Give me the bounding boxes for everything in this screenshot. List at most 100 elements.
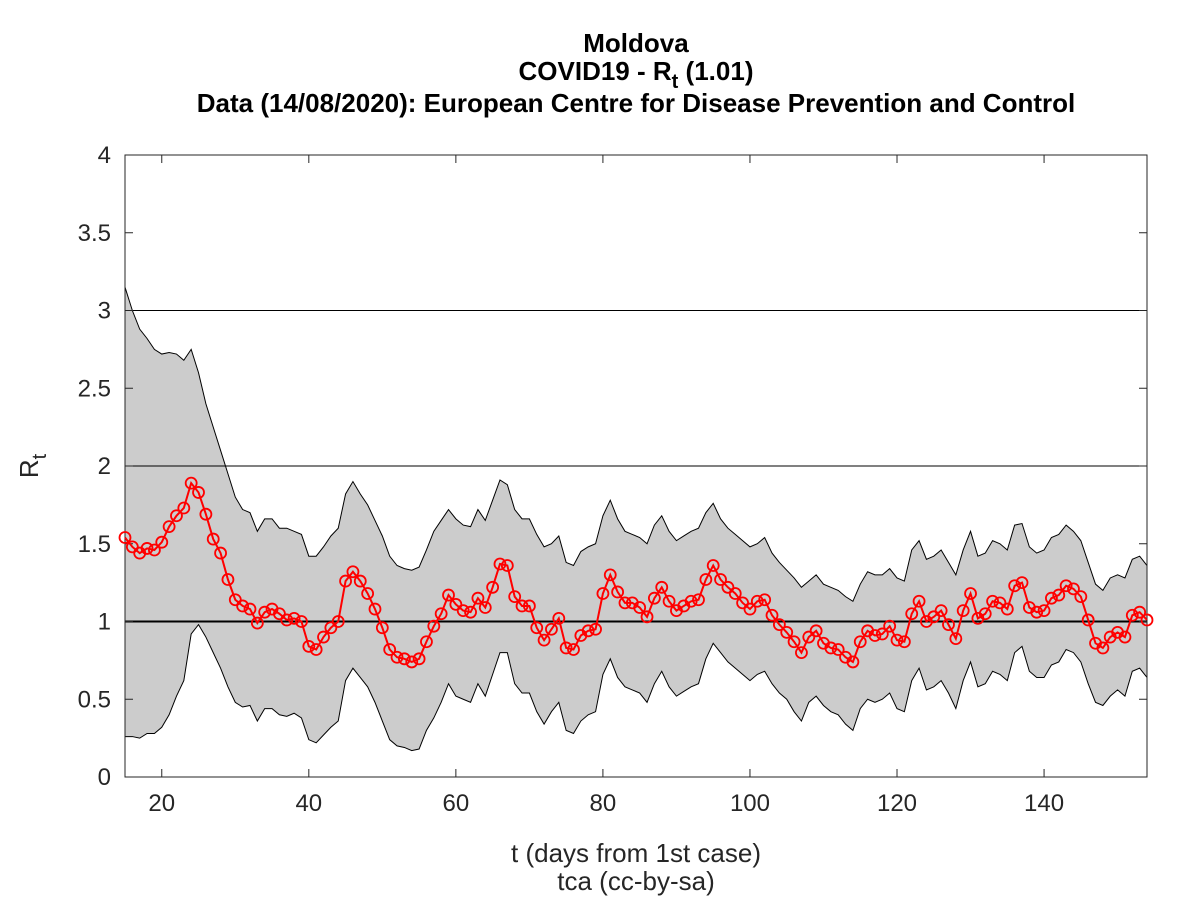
rt-data-point — [368, 602, 382, 616]
rt-data-point — [515, 599, 529, 613]
rt-data-point — [787, 635, 801, 649]
rt-data-point — [802, 630, 816, 644]
rt-data-point — [508, 590, 522, 604]
rt-data-point — [780, 625, 794, 639]
rt-data-point — [427, 619, 441, 633]
rt-data-point — [934, 604, 948, 618]
rt-data-point — [1030, 605, 1044, 619]
plot-area: 0 0.5 1 1.5 2 2.5 3 3.5 4 20 40 60 80 100 120 140 — [78, 142, 1154, 817]
rt-data-point — [1000, 602, 1014, 616]
rt-data-point — [236, 599, 250, 613]
rt-data-point — [221, 573, 235, 586]
rt-data-point — [684, 594, 698, 608]
rt-data-point — [633, 601, 647, 614]
rt-data-point — [655, 580, 669, 594]
chart-subtitle: COVID19 - Rt (1.01) — [519, 56, 754, 93]
y-tick-label: 0.5 — [78, 686, 111, 713]
rt-data-point — [795, 646, 808, 659]
rt-data-point — [883, 619, 897, 633]
rt-data-point — [1140, 613, 1154, 627]
rt-data-point — [905, 607, 919, 621]
x-tick-label: 60 — [443, 790, 470, 817]
rt-data-point — [302, 639, 316, 653]
credit-label: tca (cc-by-sa) — [557, 866, 714, 896]
rt-data-point — [295, 615, 308, 628]
rt-data-point — [361, 587, 375, 600]
rt-series-line — [124, 480, 1148, 664]
rt-data-point — [184, 476, 198, 490]
y-tick-label: 0 — [98, 764, 111, 791]
rt-data-point — [118, 531, 132, 544]
x-tick-label: 40 — [295, 790, 322, 817]
y-axis-label: Rt — [14, 453, 51, 478]
rt-data-point — [1045, 591, 1058, 605]
rt-data-point — [728, 587, 742, 600]
rt-data-point — [405, 655, 419, 669]
rt-data-point — [1015, 576, 1029, 590]
rt-data-point — [949, 632, 963, 646]
rt-data-point — [824, 641, 838, 655]
rt-data-point — [486, 580, 500, 594]
rt-data-point — [875, 627, 889, 641]
rt-data-point — [530, 621, 544, 635]
rt-data-point — [250, 616, 264, 630]
rt-data-point — [434, 607, 448, 621]
rt-data-point — [942, 618, 955, 632]
rt-data-point — [192, 486, 205, 499]
rt-data-point — [890, 633, 904, 647]
rt-data-point — [464, 605, 477, 619]
rt-data-point — [471, 591, 485, 605]
y-tick-label: 3.5 — [78, 220, 111, 247]
rt-data-point — [1118, 630, 1132, 644]
rt-data-point — [1037, 604, 1051, 618]
rt-data-point — [986, 594, 999, 608]
rt-data-point — [956, 604, 970, 618]
rt-data-point — [500, 559, 514, 572]
rt-data-point — [258, 605, 272, 619]
rt-data-point — [567, 643, 580, 656]
y-tick-label: 3 — [98, 298, 111, 325]
rt-data-point — [912, 594, 926, 608]
subtitle-subscript: t — [672, 71, 679, 93]
rt-data-point — [1059, 579, 1073, 593]
rt-data-point — [978, 607, 992, 621]
rt-data-point — [309, 643, 323, 656]
x-tick-label: 120 — [877, 790, 917, 817]
y-axis-label-subscript: t — [29, 453, 51, 459]
rt-data-point — [412, 652, 426, 666]
rt-data-point — [375, 621, 389, 635]
rt-data-point — [640, 610, 654, 624]
rt-data-point — [765, 608, 779, 622]
rt-data-point — [397, 652, 411, 666]
rt-data-point — [162, 520, 176, 534]
rt-data-point — [853, 635, 867, 649]
rt-data-point — [317, 630, 330, 644]
rt-data-point — [721, 580, 735, 594]
chart-source: Data (14/08/2020): European Centre for D… — [197, 88, 1075, 118]
rt-data-point — [545, 622, 558, 636]
subtitle-suffix: (1.01) — [678, 56, 753, 86]
x-tick-label: 20 — [148, 790, 175, 817]
y-tick-label: 2 — [98, 453, 111, 480]
rt-data-point — [736, 596, 750, 610]
rt-data-point — [809, 624, 823, 638]
chart-title: Moldova — [583, 28, 689, 58]
rt-data-point — [442, 588, 455, 602]
band-lower-edge — [125, 623, 1148, 752]
rt-data-point — [155, 535, 169, 549]
rt-data-point — [125, 540, 139, 554]
rt-data-point — [706, 559, 720, 572]
rt-data-point — [1125, 608, 1139, 622]
rt-data-point — [243, 602, 257, 616]
rt-data-point — [456, 604, 470, 618]
rt-data-point — [346, 565, 360, 579]
rt-data-point — [772, 618, 786, 632]
rt-data-point — [1067, 582, 1080, 596]
rt-data-point — [287, 611, 301, 625]
y-tick-label: 2.5 — [78, 375, 111, 402]
rt-data-point — [170, 509, 183, 523]
rt-data-point — [559, 641, 573, 655]
rt-data-point — [383, 643, 397, 656]
rt-data-point — [493, 557, 507, 571]
